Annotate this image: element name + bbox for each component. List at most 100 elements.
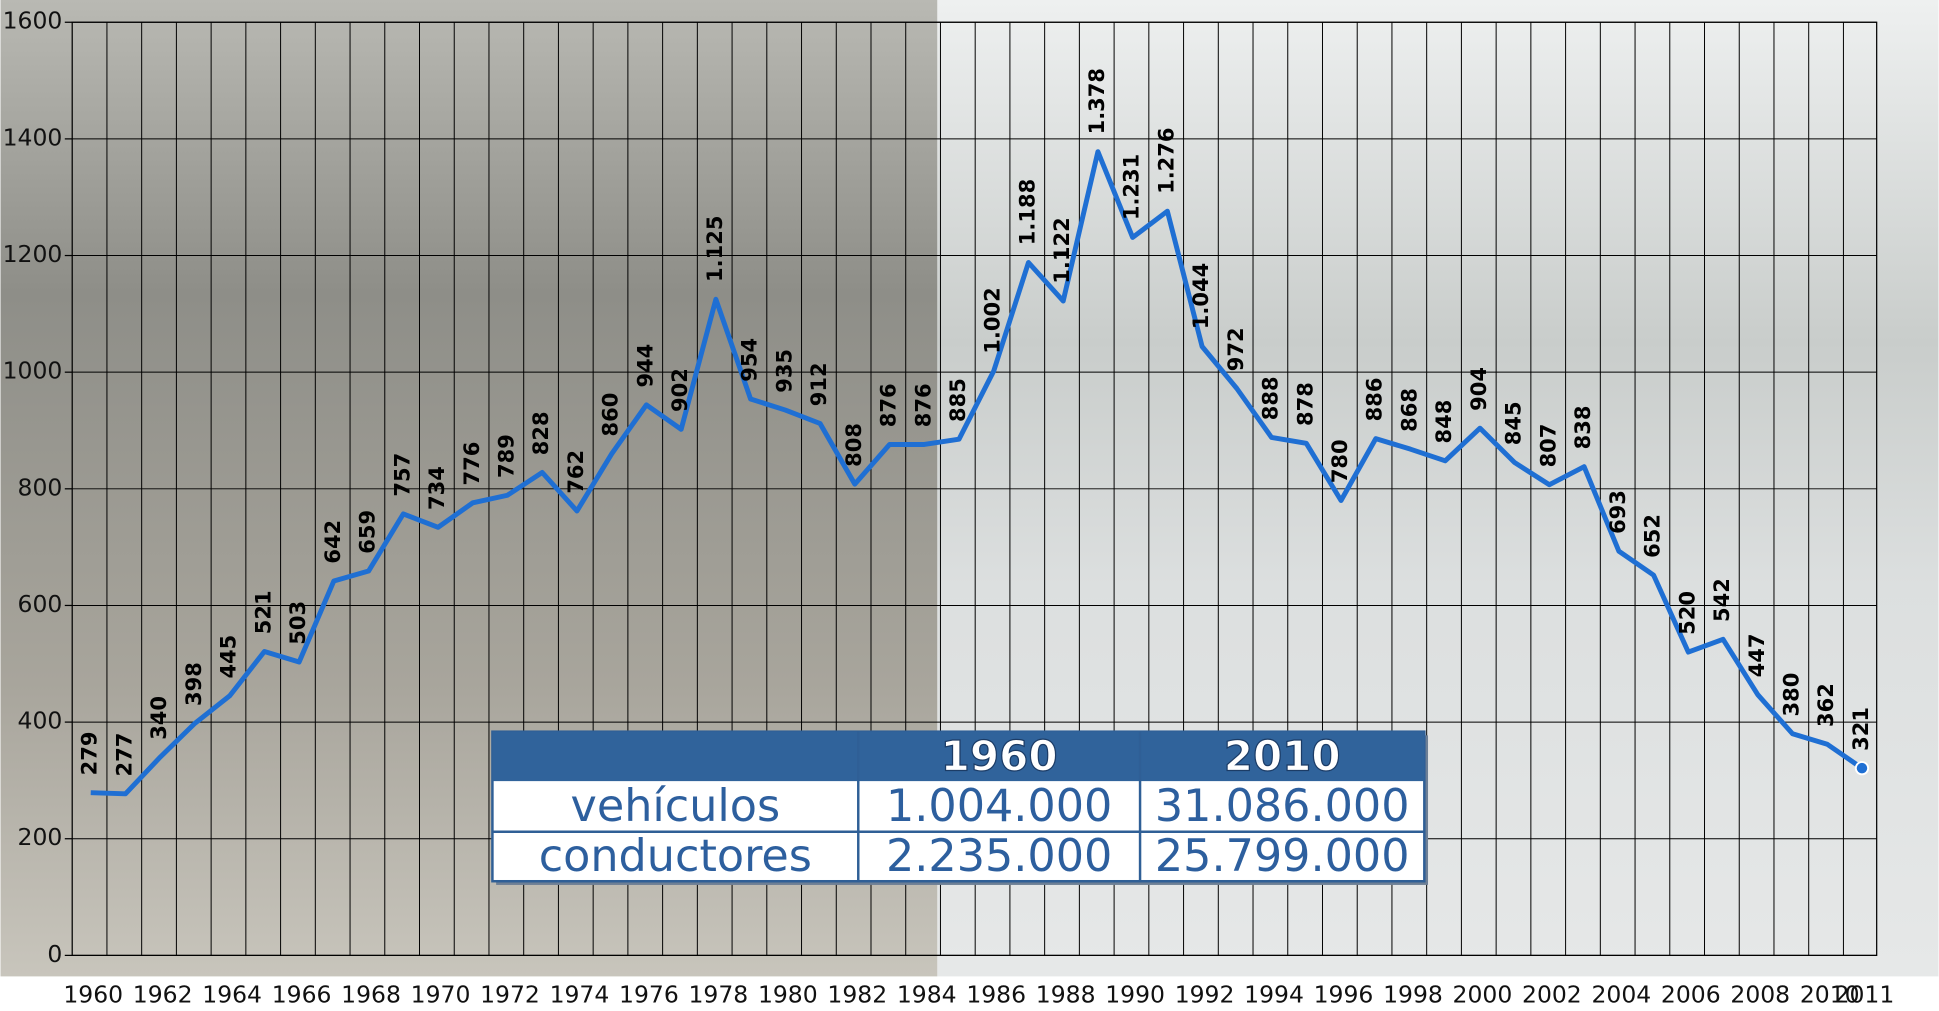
y-tick-label: 0	[47, 940, 62, 968]
data-label: 445	[216, 635, 241, 679]
y-tick-label: 200	[18, 823, 63, 851]
data-label: 878	[1292, 382, 1317, 426]
data-label: 860	[598, 393, 623, 437]
data-label: 885	[945, 378, 970, 422]
table-cell: 1.004.000	[886, 781, 1112, 832]
data-label: 1.276	[1153, 127, 1178, 193]
data-label: 876	[876, 383, 901, 427]
x-tick-label: 1972	[480, 981, 540, 1009]
x-tick-label: 2004	[1591, 981, 1651, 1009]
x-tick-label: 1968	[341, 981, 401, 1009]
x-tick-label: 1988	[1036, 981, 1096, 1009]
data-label: 542	[1709, 578, 1734, 622]
x-tick-label: 2002	[1522, 981, 1582, 1009]
data-label: 447	[1744, 634, 1769, 678]
x-tick-label: 2011	[1835, 981, 1895, 1009]
data-label: 693	[1605, 490, 1630, 534]
x-tick-label: 1990	[1105, 981, 1165, 1009]
x-tick-label: 1998	[1383, 981, 1443, 1009]
data-label: 876	[910, 383, 935, 427]
data-label: 652	[1640, 514, 1665, 558]
data-label: 912	[806, 362, 831, 406]
x-tick-label: 1974	[550, 981, 610, 1009]
table-row-label: conductores	[539, 831, 812, 882]
x-tick-label: 1992	[1175, 981, 1235, 1009]
data-label: 520	[1674, 591, 1699, 635]
table-cell: 2.235.000	[886, 831, 1112, 882]
data-label: 868	[1396, 388, 1421, 432]
data-label: 838	[1570, 406, 1595, 450]
data-label: 1.002	[980, 287, 1005, 353]
data-label: 279	[77, 732, 102, 776]
data-label: 935	[771, 349, 796, 393]
data-label: 659	[355, 510, 380, 554]
end-dot	[1854, 761, 1870, 776]
data-label: 734	[424, 466, 449, 510]
data-label: 277	[111, 733, 136, 777]
x-tick-label: 1966	[272, 981, 332, 1009]
data-label: 762	[563, 450, 588, 494]
data-label: 780	[1327, 439, 1352, 483]
data-label: 1.122	[1049, 217, 1074, 283]
data-label: 789	[494, 434, 519, 478]
data-label: 886	[1362, 378, 1387, 422]
data-label: 1.188	[1014, 179, 1039, 245]
data-label: 1.044	[1188, 263, 1213, 329]
data-label: 398	[181, 662, 206, 706]
data-label: 845	[1501, 401, 1526, 445]
x-tick-label: 2010	[1800, 981, 1860, 1009]
data-label: 807	[1535, 424, 1560, 468]
data-label: 902	[667, 368, 692, 412]
data-label: 848	[1431, 400, 1456, 444]
data-label: 776	[459, 442, 484, 486]
x-tick-label: 2006	[1661, 981, 1721, 1009]
x-tick-label: 1962	[133, 981, 193, 1009]
x-tick-label: 1976	[619, 981, 679, 1009]
x-tick-label: 2000	[1453, 981, 1513, 1009]
x-tick-label: 1978	[688, 981, 748, 1009]
data-label: 828	[528, 411, 553, 455]
data-label: 944	[632, 344, 657, 388]
data-label: 904	[1466, 367, 1491, 411]
x-tick-label: 1994	[1244, 981, 1304, 1009]
table-cell: 25.799.000	[1155, 831, 1410, 882]
x-tick-label: 1970	[411, 981, 471, 1009]
data-label: 340	[146, 696, 171, 740]
x-tick-label: 1980	[758, 981, 818, 1009]
table-header	[492, 731, 1425, 782]
data-label: 521	[250, 590, 275, 634]
data-label: 757	[389, 453, 414, 497]
x-tick-label: 1996	[1314, 981, 1374, 1009]
data-label: 1.231	[1119, 154, 1144, 220]
x-tick-label: 1960	[63, 981, 123, 1009]
data-label: 380	[1779, 673, 1804, 717]
data-label: 642	[320, 520, 345, 564]
data-line	[90, 149, 1864, 797]
y-tick-label: 1400	[3, 123, 63, 151]
y-tick-label: 800	[18, 473, 63, 501]
data-label: 1.378	[1084, 68, 1109, 134]
x-tick-label: 2008	[1730, 981, 1790, 1009]
table-header-cell: 2010	[1224, 731, 1341, 780]
table-cell: 31.086.000	[1155, 781, 1410, 832]
y-tick-label: 1600	[3, 7, 63, 35]
y-tick-label: 1000	[3, 357, 63, 385]
data-label: 362	[1813, 683, 1838, 727]
data-label: 503	[285, 601, 310, 645]
data-label: 972	[1223, 327, 1248, 371]
data-label: 954	[737, 338, 762, 382]
table-row-label: vehículos	[571, 781, 781, 832]
data-label: 1.125	[702, 216, 727, 282]
data-label: 888	[1258, 376, 1283, 420]
x-tick-label: 1964	[202, 981, 262, 1009]
x-tick-label: 1986	[966, 981, 1026, 1009]
data-label: 321	[1848, 707, 1873, 751]
y-tick-label: 600	[18, 590, 63, 618]
data-label: 808	[841, 423, 866, 467]
x-tick-label: 1982	[827, 981, 887, 1009]
x-tick-label: 1984	[897, 981, 957, 1009]
y-tick-label: 1200	[3, 240, 63, 268]
y-tick-label: 400	[18, 707, 63, 735]
